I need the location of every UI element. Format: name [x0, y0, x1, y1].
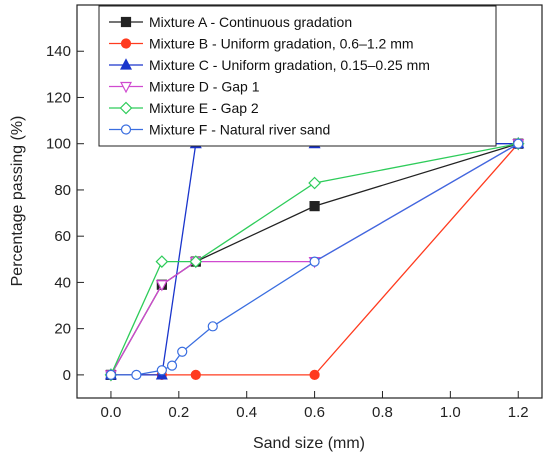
x-tick-label: 0.4: [236, 404, 257, 421]
data-point-mixture-f: [513, 138, 524, 149]
data-point-mixture-e: [155, 255, 169, 268]
legend-label: Mixture B - Uniform gradation, 0.6–1.2 m…: [149, 36, 414, 52]
legend-label: Mixture A - Continuous gradation: [149, 14, 352, 30]
legend-item-mixture-b: Mixture B - Uniform gradation, 0.6–1.2 m…: [109, 36, 414, 52]
data-point-mixture-b: [190, 369, 201, 380]
x-tick-label: 0.8: [372, 404, 393, 421]
data-point-mixture-a: [309, 201, 320, 212]
data-point-mixture-f: [105, 369, 117, 380]
series-mixture-f: [105, 138, 524, 380]
data-point-mixture-f: [156, 365, 167, 376]
y-tick-label: 0: [63, 367, 71, 384]
data-point-mixture-e: [189, 255, 203, 268]
data-point-mixture-b: [309, 369, 320, 380]
data-point-mixture-f: [207, 321, 218, 332]
y-tick-label: 120: [46, 89, 71, 106]
x-axis-title: Sand size (mm): [253, 435, 365, 452]
legend-label: Mixture C - Uniform gradation, 0.15–0.25…: [149, 57, 430, 73]
data-point-mixture-d: [155, 280, 168, 292]
x-tick-label: 0.6: [304, 404, 325, 421]
legend-item-mixture-e: Mixture E - Gap 2: [109, 100, 259, 116]
legend-item-mixture-d: Mixture D - Gap 1: [109, 79, 260, 95]
y-tick-label: 100: [46, 136, 71, 153]
legend-box: [98, 5, 497, 147]
y-tick-label: 140: [46, 43, 71, 60]
legend: Mixture A - Continuous gradation Mixture …: [98, 5, 497, 147]
legend-marker: [120, 124, 132, 135]
legend-label: Mixture D - Gap 1: [149, 79, 260, 95]
legend-item-mixture-c: Mixture C - Uniform gradation, 0.15–0.25…: [109, 57, 430, 73]
x-tick-label: 1.0: [440, 404, 461, 421]
y-tick-label: 20: [54, 321, 71, 338]
legend-marker: [120, 38, 132, 49]
y-tick-label: 60: [54, 228, 71, 245]
x-tick-label: 1.2: [508, 404, 529, 421]
y-tick-label: 40: [54, 274, 71, 291]
legend-item-mixture-f: Mixture F - Natural river sand: [109, 122, 330, 138]
legend-label: Mixture F - Natural river sand: [149, 122, 330, 138]
x-tick-label: 0.0: [101, 404, 122, 421]
y-axis-title: Percentage passing (%): [9, 116, 26, 287]
legend-label: Mixture E - Gap 2: [149, 100, 259, 116]
data-point-mixture-f: [309, 256, 320, 267]
x-axis: 0.0 0.2 0.4 0.6 0.8 1.0 1.2: [101, 391, 529, 421]
data-point-mixture-f: [131, 369, 142, 380]
data-point-mixture-e: [308, 176, 321, 190]
legend-marker: [119, 101, 133, 115]
y-tick-label: 80: [54, 182, 71, 199]
plot-frame: [76, 4, 543, 399]
data-point-mixture-f: [166, 360, 178, 371]
x-tick-label: 0.2: [168, 404, 189, 421]
y-axis: 0 20 40 60 80 100 120 140: [46, 43, 84, 384]
legend-marker: [120, 58, 132, 70]
series-layer: [104, 136, 525, 382]
legend-marker: [120, 81, 132, 94]
legend-item-mixture-a: Mixture A - Continuous gradation: [109, 14, 352, 30]
legend-marker: [120, 16, 132, 28]
data-point-mixture-f: [177, 346, 188, 357]
